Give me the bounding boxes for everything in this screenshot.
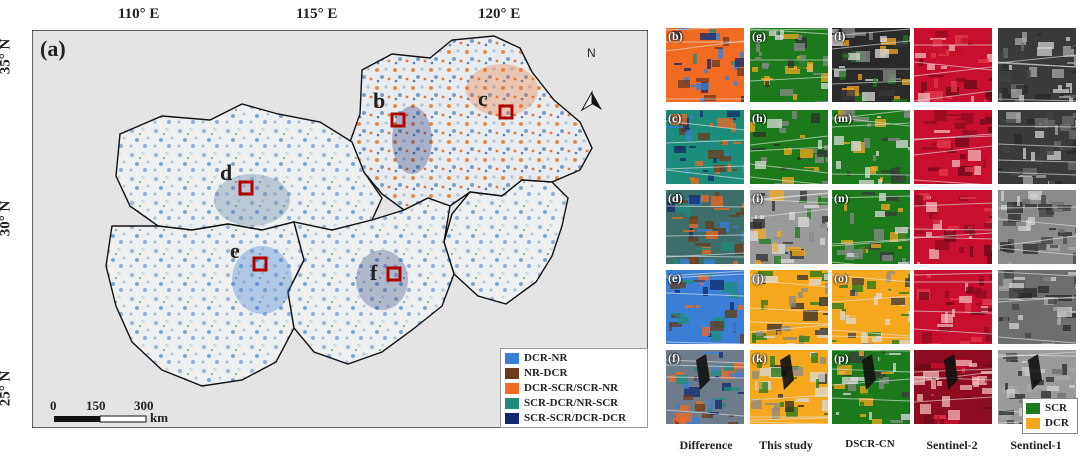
site-box-c bbox=[498, 104, 514, 120]
site-label-d: d bbox=[220, 160, 233, 185]
legend-item: DCR-NR bbox=[505, 351, 567, 365]
tile-label: (c) bbox=[668, 111, 682, 125]
region-south-central bbox=[287, 197, 455, 365]
image-tile bbox=[914, 270, 992, 344]
legend-swatch bbox=[1026, 417, 1040, 429]
site-label-b: b bbox=[373, 88, 386, 113]
legend-swatch bbox=[505, 397, 519, 409]
image-tile bbox=[914, 110, 992, 184]
legend-swatch bbox=[505, 412, 519, 424]
site-box-e bbox=[252, 256, 268, 272]
study-area-map bbox=[32, 30, 648, 428]
legend-item: NR-DCR bbox=[505, 366, 567, 380]
lon-tick-115: 115° E bbox=[296, 6, 338, 22]
image-tile bbox=[914, 28, 992, 102]
image-tile bbox=[998, 190, 1076, 264]
image-tile bbox=[998, 28, 1076, 102]
site-label-c: c bbox=[478, 86, 488, 111]
lon-tick-110: 110° E bbox=[118, 6, 160, 22]
image-tile: (l) bbox=[832, 28, 910, 102]
tile-label: (l) bbox=[834, 29, 846, 43]
image-tile bbox=[998, 110, 1076, 184]
tile-label: (o) bbox=[834, 271, 848, 285]
legend-label: DCR bbox=[1045, 417, 1069, 429]
image-tile: (k) bbox=[750, 350, 828, 424]
image-tile: (m) bbox=[832, 110, 910, 184]
legend-item: SCR bbox=[1026, 401, 1067, 415]
column-label-sentinel-2: Sentinel-2 bbox=[926, 438, 978, 452]
tile-label: (f) bbox=[668, 351, 680, 365]
lat-tick-30: 30° N bbox=[0, 201, 14, 237]
image-tile: (j) bbox=[750, 270, 828, 344]
image-tile bbox=[914, 190, 992, 264]
image-tile bbox=[998, 270, 1076, 344]
image-tile: (p) bbox=[832, 350, 910, 424]
column-label-sentinel-1: Sentinel-1 bbox=[1010, 438, 1062, 452]
tile-label: (i) bbox=[752, 191, 764, 205]
tile-label: (d) bbox=[668, 191, 683, 205]
classification-legend: SCR DCR bbox=[1022, 398, 1078, 434]
image-tile bbox=[914, 350, 992, 424]
image-tile: (i) bbox=[750, 190, 828, 264]
map-panel-label: (a) bbox=[40, 36, 66, 61]
tile-label: (j) bbox=[752, 271, 764, 285]
scale-tick-0: 0 bbox=[50, 398, 57, 413]
legend-label: SCR bbox=[1045, 402, 1068, 414]
tile-label: (e) bbox=[668, 271, 682, 285]
site-box-f bbox=[386, 266, 402, 282]
legend-label: NR-DCR bbox=[524, 367, 568, 379]
legend-swatch bbox=[505, 352, 519, 364]
site-label-e: e bbox=[230, 238, 240, 263]
tile-label: (p) bbox=[834, 351, 849, 365]
image-tile: (o) bbox=[832, 270, 910, 344]
site-box-b bbox=[390, 112, 406, 128]
tile-label: (h) bbox=[752, 111, 767, 125]
legend-item: SCR-SCR/DCR-DCR bbox=[505, 411, 626, 425]
legend-item: DCR-SCR/SCR-NR bbox=[505, 381, 618, 395]
image-tile: (c) bbox=[666, 110, 744, 184]
tile-label: (g) bbox=[752, 29, 766, 43]
image-tile: (b) bbox=[666, 28, 744, 102]
scale-tick-300: 300 bbox=[134, 398, 154, 413]
legend-label: DCR-NR bbox=[524, 352, 568, 364]
legend-item: DCR bbox=[1026, 416, 1069, 430]
legend-label: DCR-SCR/SCR-NR bbox=[524, 382, 619, 394]
legend-label: SCR-DCR/NR-SCR bbox=[524, 397, 619, 409]
map-legend: DCR-NR NR-DCR DCR-SCR/SCR-NR SCR-DCR/NR-… bbox=[500, 348, 648, 428]
column-label-difference: Difference bbox=[679, 438, 733, 452]
tile-label: (n) bbox=[834, 191, 849, 205]
tile-label: (b) bbox=[668, 29, 683, 43]
lat-tick-25: 25° N bbox=[0, 371, 14, 407]
scale-bar bbox=[54, 415, 147, 423]
lat-tick-35: 35° N bbox=[0, 39, 14, 75]
tile-label: (m) bbox=[834, 111, 852, 125]
column-label-this-study: This study bbox=[759, 438, 813, 452]
tile-label: (k) bbox=[752, 351, 767, 365]
legend-swatch bbox=[505, 367, 519, 379]
legend-swatch bbox=[1026, 402, 1040, 414]
scale-unit: km bbox=[150, 410, 169, 425]
column-label-dscr-cn: DSCR-CN bbox=[845, 438, 895, 450]
scale-tick-150: 150 bbox=[86, 398, 106, 413]
site-label-f: f bbox=[370, 260, 378, 285]
image-tile: (d) bbox=[666, 190, 744, 264]
legend-swatch bbox=[505, 382, 519, 394]
image-tile: (n) bbox=[832, 190, 910, 264]
site-box-d bbox=[238, 180, 254, 196]
legend-label: SCR-SCR/DCR-DCR bbox=[524, 412, 627, 424]
image-tile: (e) bbox=[666, 270, 744, 344]
north-arrow-icon bbox=[580, 90, 602, 112]
lon-tick-120: 120° E bbox=[478, 6, 521, 22]
north-label: N bbox=[587, 46, 596, 60]
image-tile: (g) bbox=[750, 28, 828, 102]
image-tile: (f) bbox=[666, 350, 744, 424]
legend-item: SCR-DCR/NR-SCR bbox=[505, 396, 618, 410]
image-tile: (h) bbox=[750, 110, 828, 184]
